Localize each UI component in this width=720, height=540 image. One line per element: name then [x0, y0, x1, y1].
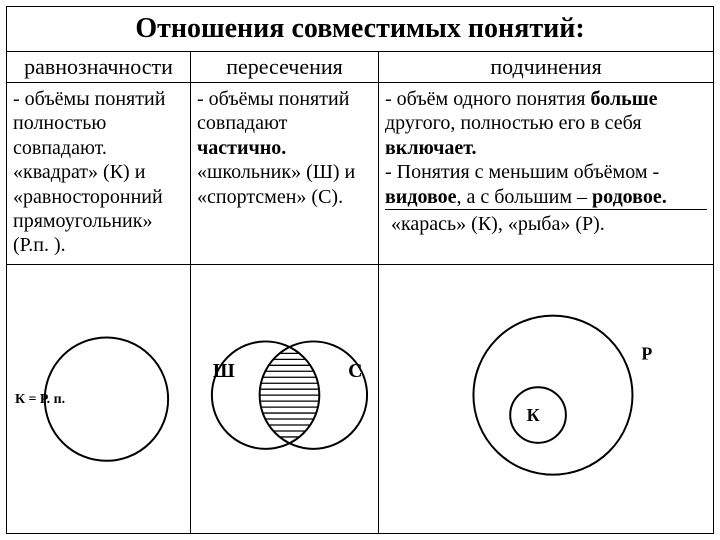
- col1-body: - объёмы понятий полностью совпадают.«кв…: [7, 83, 191, 264]
- diagram-intersect: ШС: [191, 265, 379, 533]
- diagram-subset: РК: [379, 265, 713, 533]
- col3-header: подчинения: [379, 52, 713, 83]
- svg-text:Ш: Ш: [213, 360, 235, 382]
- col1-header: равнозначности: [7, 52, 191, 83]
- header-row: равнозначности пересечения подчинения: [7, 52, 713, 83]
- col3-body: - объём одного понятия больше другого, п…: [379, 83, 713, 264]
- col3-body-main: - объём одного понятия больше другого, п…: [385, 87, 707, 209]
- svg-text:Р: Р: [641, 343, 652, 363]
- col2-header: пересечения: [191, 52, 379, 83]
- diagram-equiv: К = Р. п.: [7, 265, 191, 533]
- col2-body: - объёмы понятий совпадают частично.«шко…: [191, 83, 379, 264]
- svg-text:К = Р. п.: К = Р. п.: [15, 392, 65, 407]
- body-row: - объёмы понятий полностью совпадают.«кв…: [7, 83, 713, 265]
- table-frame: Отношения совместимых понятий: равнознач…: [6, 6, 714, 534]
- col3-body-extra: «карась» (К), «рыба» (Р).: [385, 209, 707, 238]
- svg-text:С: С: [348, 360, 362, 382]
- svg-text:К: К: [527, 405, 540, 425]
- diagram-row: К = Р. п. ШС РК: [7, 265, 713, 533]
- page-title: Отношения совместимых понятий:: [7, 7, 713, 52]
